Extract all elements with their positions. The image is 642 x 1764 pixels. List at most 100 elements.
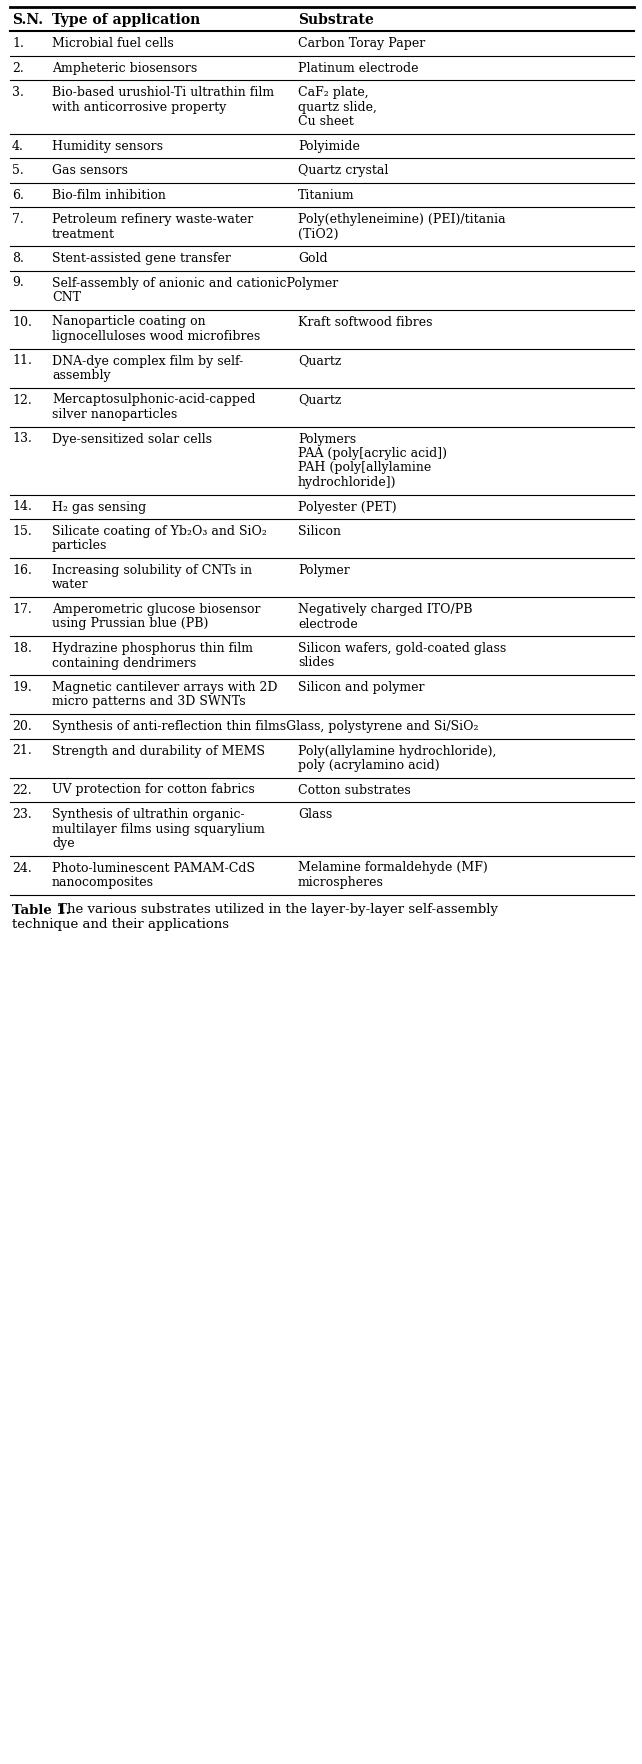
Text: Poly(allylamine hydrochloride),: Poly(allylamine hydrochloride), xyxy=(298,744,496,757)
Text: Silicon wafers, gold-coated glass: Silicon wafers, gold-coated glass xyxy=(298,642,507,654)
Text: Quartz: Quartz xyxy=(298,355,342,367)
Text: Silicate coating of Yb₂O₃ and SiO₂: Silicate coating of Yb₂O₃ and SiO₂ xyxy=(52,524,267,538)
Text: Silicon and polymer: Silicon and polymer xyxy=(298,681,424,693)
Text: 18.: 18. xyxy=(12,642,32,654)
Text: Table 1.: Table 1. xyxy=(12,903,71,916)
Text: Photo-luminescent PAMAM-CdS: Photo-luminescent PAMAM-CdS xyxy=(52,861,255,873)
Text: Petroleum refinery waste-water: Petroleum refinery waste-water xyxy=(52,213,253,226)
Text: Cu sheet: Cu sheet xyxy=(298,115,354,129)
Text: 8.: 8. xyxy=(12,252,24,265)
Text: Polyester (PET): Polyester (PET) xyxy=(298,501,397,513)
Text: Melamine formaldehyde (MF): Melamine formaldehyde (MF) xyxy=(298,861,488,873)
Text: Humidity sensors: Humidity sensors xyxy=(52,139,163,152)
Text: 19.: 19. xyxy=(12,681,31,693)
Text: (TiO2): (TiO2) xyxy=(298,228,338,240)
Text: Synthesis of anti-reflection thin filmsGlass, polystyrene and Si/SiO₂: Synthesis of anti-reflection thin filmsG… xyxy=(52,720,478,732)
Text: 20.: 20. xyxy=(12,720,31,732)
Text: hydrochloride]): hydrochloride]) xyxy=(298,476,397,489)
Text: 1.: 1. xyxy=(12,37,24,49)
Text: Microbial fuel cells: Microbial fuel cells xyxy=(52,37,174,49)
Text: Polymer: Polymer xyxy=(298,564,350,577)
Text: Quartz crystal: Quartz crystal xyxy=(298,164,388,176)
Text: 23.: 23. xyxy=(12,808,31,820)
Text: Increasing solubility of CNTs in: Increasing solubility of CNTs in xyxy=(52,564,252,577)
Text: Cotton substrates: Cotton substrates xyxy=(298,783,411,796)
Text: 3.: 3. xyxy=(12,86,24,99)
Text: Negatively charged ITO/PB: Negatively charged ITO/PB xyxy=(298,603,473,616)
Text: Hydrazine phosphorus thin film: Hydrazine phosphorus thin film xyxy=(52,642,253,654)
Text: Carbon Toray Paper: Carbon Toray Paper xyxy=(298,37,425,49)
Text: Bio-film inhibition: Bio-film inhibition xyxy=(52,189,166,201)
Text: UV protection for cotton fabrics: UV protection for cotton fabrics xyxy=(52,783,255,796)
Text: DNA-dye complex film by self-: DNA-dye complex film by self- xyxy=(52,355,243,367)
Text: 17.: 17. xyxy=(12,603,31,616)
Text: 15.: 15. xyxy=(12,524,31,538)
Text: silver nanoparticles: silver nanoparticles xyxy=(52,407,177,422)
Text: 14.: 14. xyxy=(12,501,32,513)
Text: using Prussian blue (PB): using Prussian blue (PB) xyxy=(52,617,209,630)
Text: micro patterns and 3D SWNTs: micro patterns and 3D SWNTs xyxy=(52,695,246,707)
Text: containing dendrimers: containing dendrimers xyxy=(52,656,196,669)
Text: The various substrates utilized in the layer-by-layer self-assembly: The various substrates utilized in the l… xyxy=(54,903,498,916)
Text: Substrate: Substrate xyxy=(298,12,374,26)
Text: Gas sensors: Gas sensors xyxy=(52,164,128,176)
Text: 16.: 16. xyxy=(12,564,32,577)
Text: Poly(ethyleneimine) (PEI)/titania: Poly(ethyleneimine) (PEI)/titania xyxy=(298,213,506,226)
Text: Platinum electrode: Platinum electrode xyxy=(298,62,419,74)
Text: CNT: CNT xyxy=(52,291,81,303)
Text: Polymers: Polymers xyxy=(298,432,356,445)
Text: particles: particles xyxy=(52,540,107,552)
Text: with anticorrosive property: with anticorrosive property xyxy=(52,101,227,113)
Text: 13.: 13. xyxy=(12,432,32,445)
Text: Polyimide: Polyimide xyxy=(298,139,360,152)
Text: microspheres: microspheres xyxy=(298,875,384,889)
Text: dye: dye xyxy=(52,836,74,850)
Text: technique and their applications: technique and their applications xyxy=(12,917,229,930)
Text: Amperometric glucose biosensor: Amperometric glucose biosensor xyxy=(52,603,261,616)
Text: PAA (poly[acrylic acid]): PAA (poly[acrylic acid]) xyxy=(298,446,447,460)
Text: Gold: Gold xyxy=(298,252,327,265)
Text: Self-assembly of anionic and cationicPolymer: Self-assembly of anionic and cationicPol… xyxy=(52,277,338,289)
Text: H₂ gas sensing: H₂ gas sensing xyxy=(52,501,146,513)
Text: 7.: 7. xyxy=(12,213,24,226)
Text: S.N.: S.N. xyxy=(12,12,43,26)
Text: Strength and durability of MEMS: Strength and durability of MEMS xyxy=(52,744,265,757)
Text: 5.: 5. xyxy=(12,164,24,176)
Text: treatment: treatment xyxy=(52,228,115,240)
Text: Mercaptosulphonic-acid-capped: Mercaptosulphonic-acid-capped xyxy=(52,393,256,406)
Text: 10.: 10. xyxy=(12,316,32,328)
Text: Glass: Glass xyxy=(298,808,333,820)
Text: Quartz: Quartz xyxy=(298,393,342,406)
Text: slides: slides xyxy=(298,656,334,669)
Text: nanocomposites: nanocomposites xyxy=(52,875,154,889)
Text: multilayer films using squarylium: multilayer films using squarylium xyxy=(52,822,265,834)
Text: CaF₂ plate,: CaF₂ plate, xyxy=(298,86,369,99)
Text: 12.: 12. xyxy=(12,393,31,406)
Text: 21.: 21. xyxy=(12,744,31,757)
Text: 9.: 9. xyxy=(12,277,24,289)
Text: Dye-sensitized solar cells: Dye-sensitized solar cells xyxy=(52,432,212,445)
Text: poly (acrylamino acid): poly (acrylamino acid) xyxy=(298,759,440,771)
Text: lignocelluloses wood microfibres: lignocelluloses wood microfibres xyxy=(52,330,260,342)
Text: Kraft softwood fibres: Kraft softwood fibres xyxy=(298,316,433,328)
Text: Magnetic cantilever arrays with 2D: Magnetic cantilever arrays with 2D xyxy=(52,681,277,693)
Text: Titanium: Titanium xyxy=(298,189,354,201)
Text: Stent-assisted gene transfer: Stent-assisted gene transfer xyxy=(52,252,231,265)
Text: Synthesis of ultrathin organic-: Synthesis of ultrathin organic- xyxy=(52,808,245,820)
Text: 22.: 22. xyxy=(12,783,31,796)
Text: Bio-based urushiol-Ti ultrathin film: Bio-based urushiol-Ti ultrathin film xyxy=(52,86,274,99)
Text: 11.: 11. xyxy=(12,355,32,367)
Text: Ampheteric biosensors: Ampheteric biosensors xyxy=(52,62,197,74)
Text: Type of application: Type of application xyxy=(52,12,200,26)
Text: Nanoparticle coating on: Nanoparticle coating on xyxy=(52,316,205,328)
Text: 24.: 24. xyxy=(12,861,31,873)
Text: 6.: 6. xyxy=(12,189,24,201)
Text: water: water xyxy=(52,579,89,591)
Text: 2.: 2. xyxy=(12,62,24,74)
Text: Silicon: Silicon xyxy=(298,524,341,538)
Text: assembly: assembly xyxy=(52,369,110,381)
Text: 4.: 4. xyxy=(12,139,24,152)
Text: electrode: electrode xyxy=(298,617,358,630)
Text: PAH (poly[allylamine: PAH (poly[allylamine xyxy=(298,460,431,475)
Text: quartz slide,: quartz slide, xyxy=(298,101,377,113)
